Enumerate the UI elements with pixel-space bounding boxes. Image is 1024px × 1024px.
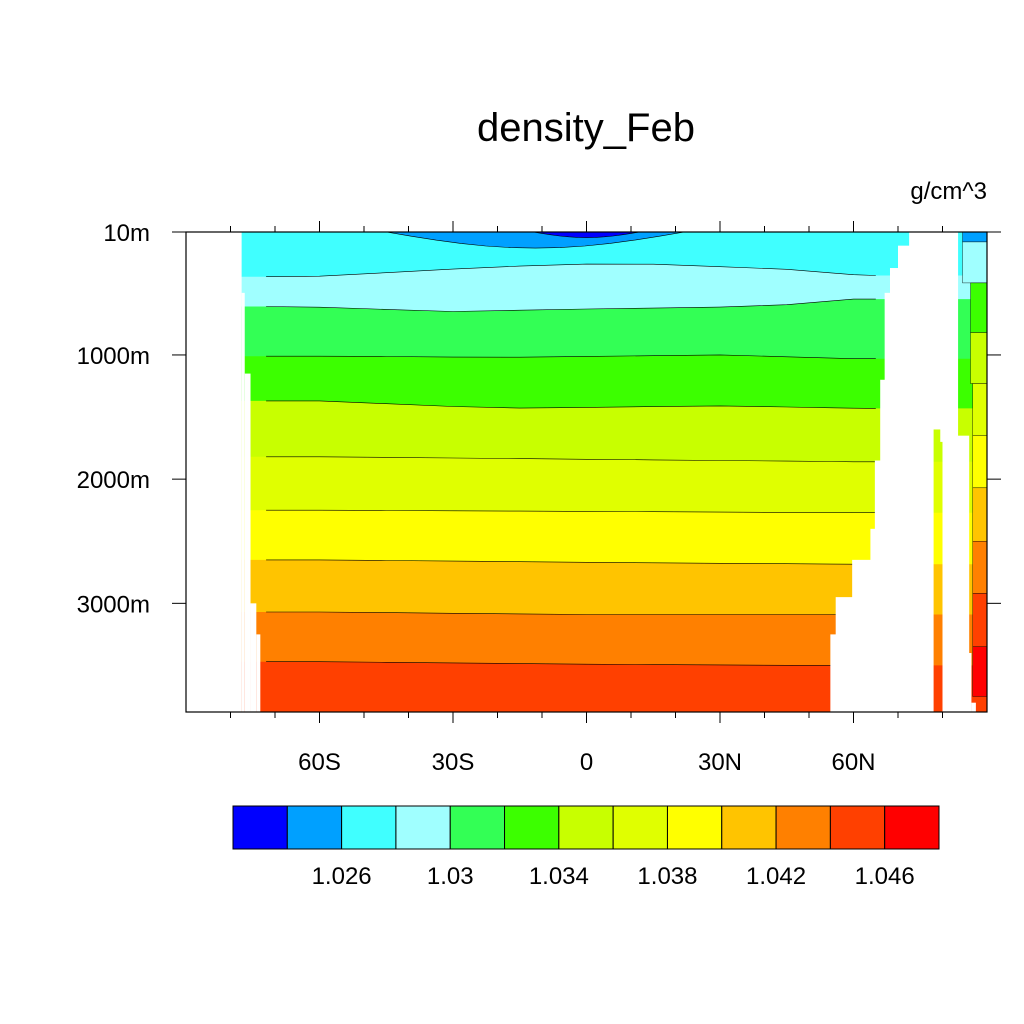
colorbar-swatch-1 [286, 805, 343, 850]
north-mask-10 [922, 232, 934, 712]
contour-1.042 [266, 611, 876, 615]
arctic-band-1.034 [970, 332, 987, 384]
colorbar-swatch-8 [666, 805, 723, 850]
x-tick-label-30N: 30N [698, 749, 742, 776]
arctic-band-1.042 [972, 541, 987, 594]
contour-1.036 [266, 456, 876, 463]
band-1.044 [186, 661, 987, 712]
north-mask-9 [909, 232, 925, 712]
north-mask-14 [963, 653, 972, 712]
colorbar-swatch-6 [558, 805, 614, 850]
north-mask-1 [835, 597, 855, 712]
y-tick-label-3000m: 3000m [77, 591, 150, 618]
north-mask-4 [874, 460, 883, 712]
antarctic-shelf-0 [241, 292, 245, 712]
colorbar-swatch-4 [449, 805, 506, 850]
north-mask-8 [898, 245, 912, 712]
colorbar-swatch-7 [612, 805, 668, 850]
colorbar: 1.026 1.03 1.034 1.038 1.042 1.046 [232, 805, 940, 890]
arctic-band-1.026 [962, 232, 987, 243]
contour-lines [266, 232, 876, 666]
arctic-band-1.046 [972, 646, 987, 697]
x-tick-label-60S: 60S [298, 749, 341, 776]
arctic-band-1.032 [970, 282, 987, 333]
arctic-band-1.044 [972, 593, 987, 647]
contour-1.028 [266, 263, 876, 277]
antarctic-shelf-1 [244, 373, 251, 712]
colorbar-swatch-5 [504, 805, 560, 850]
contour-1.038 [266, 509, 876, 513]
north-mask-6 [884, 292, 894, 712]
land-mask [186, 232, 987, 712]
plot-area: 60S 30S 0 30N 60N 10m 1000m 2000m 3000m [77, 220, 1001, 776]
y-tick-label-2000m: 2000m [77, 467, 150, 494]
north-mask-15 [971, 702, 976, 712]
north-mask-13 [940, 232, 959, 442]
colorbar-swatch-0 [232, 805, 288, 850]
contour-bands [186, 232, 987, 712]
colorbar-label-1.038: 1.038 [637, 863, 697, 890]
colorbar-label-1.026: 1.026 [312, 863, 372, 890]
north-mask-3 [870, 528, 878, 712]
arctic-band-1.036 [972, 383, 987, 436]
arctic-band-1.04 [972, 487, 987, 542]
contour-1.032 [266, 354, 876, 359]
colorbar-label-1.03: 1.03 [427, 863, 474, 890]
x-tick-label-60N: 60N [831, 749, 875, 776]
colorbar-swatch-12 [884, 805, 940, 850]
antarctic-shelf-3 [256, 634, 261, 712]
contour-1.03 [266, 298, 876, 312]
colorbar-label-1.034: 1.034 [529, 863, 589, 890]
contour-1.034 [266, 400, 876, 409]
units-label: g/cm^3 [910, 178, 987, 205]
x-tick-label-0: 0 [580, 749, 593, 776]
surface-patch-1.024 [533, 232, 640, 238]
y-tick-label-10m: 10m [103, 220, 150, 247]
x-axis-ticks: 60S 30S 0 30N 60N [230, 221, 943, 776]
antarctica-mask [186, 232, 242, 712]
north-mask-2 [852, 559, 874, 712]
contour-1.04 [266, 559, 876, 565]
north-mask-11 [931, 232, 943, 430]
chart-title: density_Feb [477, 106, 695, 150]
y-axis-ticks: 10m 1000m 2000m 3000m [77, 220, 1001, 618]
north-mask-5 [880, 379, 886, 712]
colorbar-swatch-9 [721, 805, 777, 850]
colorbar-swatch-10 [775, 805, 831, 850]
colorbar-swatch-2 [341, 805, 397, 850]
colorbar-label-1.046: 1.046 [855, 863, 915, 890]
colorbar-label-1.042: 1.042 [746, 863, 806, 890]
antarctic-shelf-2 [250, 603, 257, 712]
colorbar-swatch-3 [395, 805, 451, 850]
y-tick-label-1000m: 1000m [77, 343, 150, 370]
arctic-band-1.038 [972, 435, 987, 489]
north-mask-0 [830, 634, 841, 712]
arctic-band-1.028 [962, 241, 987, 284]
colorbar-swatch-11 [829, 805, 886, 850]
x-tick-label-30S: 30S [432, 749, 475, 776]
